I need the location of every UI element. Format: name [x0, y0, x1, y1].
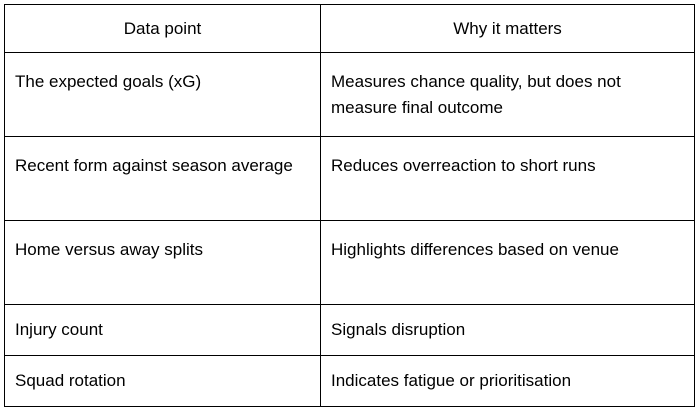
table-cell: Squad rotation: [4, 355, 321, 407]
table-cell: Signals disruption: [320, 304, 695, 356]
table-row: Recent form against season average Reduc…: [4, 136, 695, 221]
table-cell: Measures chance quality, but does not me…: [320, 52, 695, 137]
table-cell: Home versus away splits: [4, 220, 321, 305]
header-cell: Data point: [4, 4, 321, 53]
table-row: Squad rotation Indicates fatigue or prio…: [4, 355, 695, 407]
table-row: The expected goals (xG) Measures chance …: [4, 52, 695, 137]
table-cell: Reduces overreaction to short runs: [320, 136, 695, 221]
table-cell: Injury count: [4, 304, 321, 356]
table-cell: Recent form against season average: [4, 136, 321, 221]
table-row: Injury count Signals disruption: [4, 304, 695, 356]
header-row: Data point Why it matters: [4, 4, 695, 53]
data-table: Data point Why it matters The expected g…: [4, 4, 695, 407]
table-cell: Indicates fatigue or prioritisation: [320, 355, 695, 407]
table-cell: Highlights differences based on venue: [320, 220, 695, 305]
table-row: Home versus away splits Highlights diffe…: [4, 220, 695, 305]
table-cell: The expected goals (xG): [4, 52, 321, 137]
header-cell: Why it matters: [320, 4, 695, 53]
